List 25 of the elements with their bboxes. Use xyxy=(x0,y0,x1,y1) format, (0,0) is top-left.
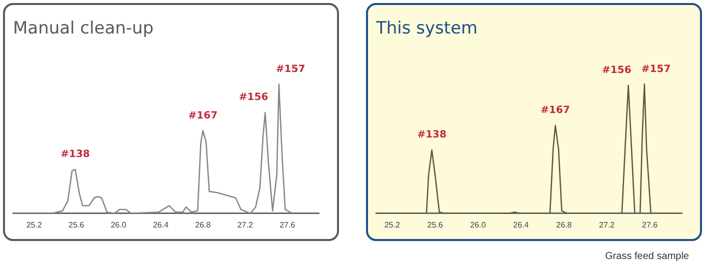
x-tick-label: 27.2 xyxy=(599,220,616,230)
x-tick-label: 26.0 xyxy=(470,220,486,230)
chart-title: This system xyxy=(375,18,478,39)
x-tick-label: 25.2 xyxy=(384,220,400,230)
x-tick-label: 25.2 xyxy=(26,220,42,230)
x-tick-label: 26.8 xyxy=(195,220,212,230)
annotation: #157 xyxy=(276,64,306,75)
chart-title: Manual clean-up xyxy=(13,18,154,39)
text: Grass feed sample xyxy=(605,251,689,262)
x-tick-label: 25.6 xyxy=(427,220,444,230)
annotation: #167 xyxy=(188,110,218,122)
annotation: #156 xyxy=(602,65,632,76)
x-tick-label: 26.4 xyxy=(513,220,530,230)
x-tick-label: 26.4 xyxy=(152,220,170,230)
x-tick-label: 27.6 xyxy=(280,220,296,230)
x-tick-label: 25.6 xyxy=(68,220,85,230)
annotation: #138 xyxy=(417,130,446,141)
annotation: #156 xyxy=(238,92,268,104)
annotation: #157 xyxy=(641,64,671,75)
x-tick-label: 27.6 xyxy=(642,220,658,230)
x-tick-label: 26.8 xyxy=(556,220,572,230)
annotation: #167 xyxy=(540,105,570,116)
annotation: #138 xyxy=(60,149,90,160)
x-tick-label: 26.0 xyxy=(110,220,127,230)
x-tick-label: 27.2 xyxy=(237,220,254,230)
